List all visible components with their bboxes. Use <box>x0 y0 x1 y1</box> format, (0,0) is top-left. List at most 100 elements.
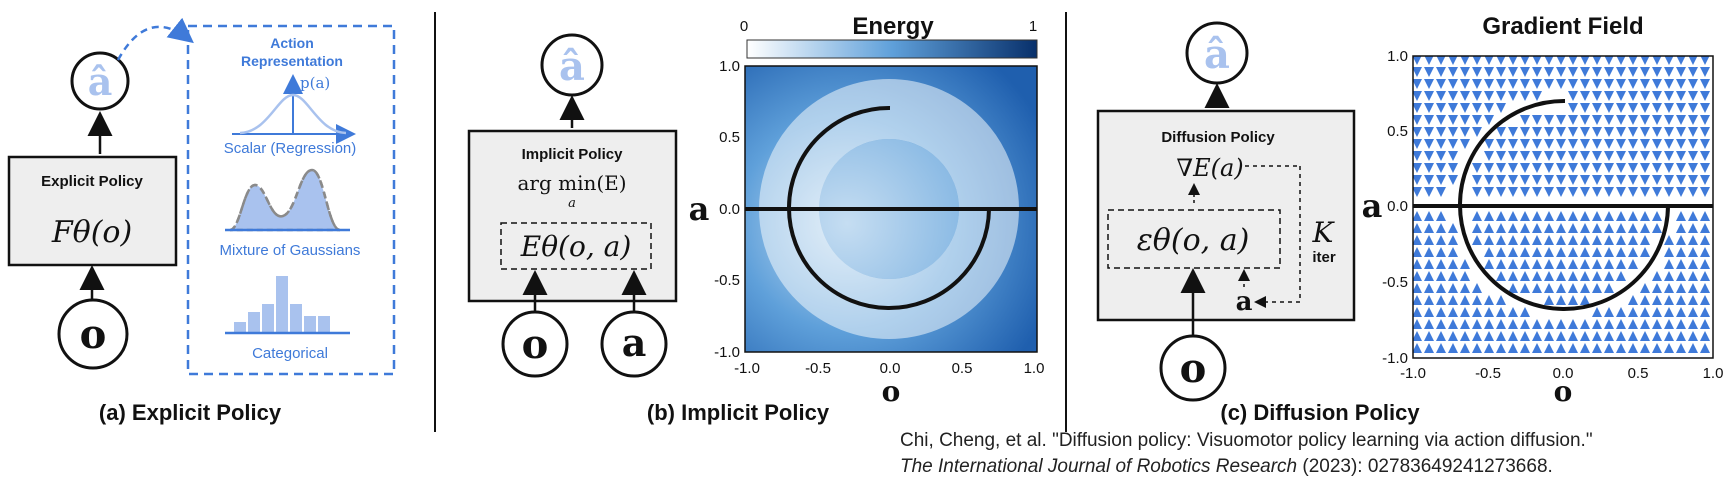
gradient-arrow <box>1604 211 1614 221</box>
gradient-arrow <box>1472 79 1482 89</box>
gradient-arrow <box>1424 211 1434 221</box>
gradient-arrow <box>1413 307 1422 317</box>
scalar-gaussian-curve <box>239 93 347 135</box>
gradient-arrow <box>1413 139 1422 149</box>
gradient-arrow <box>1413 211 1422 221</box>
citation: Chi, Cheng, et al. "Diffusion policy: Vi… <box>900 428 1593 480</box>
gradient-arrow <box>1496 295 1506 305</box>
gradient-arrow <box>1640 79 1650 89</box>
gradient-arrow <box>1616 223 1626 233</box>
cat-bar <box>234 322 246 332</box>
explicit-policy-title: Explicit Policy <box>41 173 143 190</box>
gradient-arrow <box>1640 283 1650 293</box>
gradient-arrow <box>1508 79 1518 89</box>
gradient-arrow <box>1448 295 1458 305</box>
gradient-arrow <box>1676 175 1686 185</box>
gradient-arrow <box>1520 67 1530 77</box>
gradient-arrow <box>1640 115 1650 125</box>
gradient-arrow <box>1496 103 1506 113</box>
gradient-arrow <box>1448 67 1458 77</box>
gradient-arrow <box>1508 307 1518 317</box>
energy-xlabel: o <box>882 375 901 408</box>
gradient-arrow <box>1508 331 1518 341</box>
y-tick: 1.0 <box>1387 48 1408 65</box>
gradient-arrow <box>1628 103 1638 113</box>
gradient-arrow <box>1640 343 1650 353</box>
citation-line-2: The International Journal of Robotics Re… <box>900 454 1593 480</box>
gradient-arrow <box>1688 115 1698 125</box>
gradient-arrow <box>1676 295 1686 305</box>
gradient-arrow <box>1640 295 1650 305</box>
gradient-arrow <box>1544 247 1554 257</box>
gradient-arrow <box>1520 307 1530 317</box>
gradient-arrow <box>1484 91 1494 101</box>
gradient-arrow <box>1520 187 1530 197</box>
gradient-arrow <box>1592 151 1602 161</box>
gradient-arrow <box>1676 259 1686 269</box>
gradient-arrow <box>1413 127 1422 137</box>
gradient-arrow <box>1592 56 1602 65</box>
gradient-arrow <box>1568 223 1578 233</box>
gradient-arrow <box>1580 175 1590 185</box>
gradient-arrow <box>1580 223 1590 233</box>
x-tick: -0.5 <box>1475 365 1501 382</box>
gradient-arrow <box>1568 295 1578 305</box>
gradient-arrow <box>1640 235 1650 245</box>
output-node-a <box>70 51 130 111</box>
gradient-arrow <box>1484 223 1494 233</box>
gradient-arrow <box>1532 163 1542 173</box>
gradient-arrow <box>1436 283 1446 293</box>
gradient-arrow <box>1688 319 1698 329</box>
gradient-arrow <box>1580 67 1590 77</box>
gradient-arrow <box>1628 163 1638 173</box>
action-rep-title-1: Action <box>270 35 314 51</box>
explicit-formula: Fθ(o) <box>51 215 132 250</box>
gradient-x-ticks: -1.0 -0.5 0.0 0.5 1.0 <box>1400 365 1723 382</box>
gradient-arrow <box>1413 331 1422 341</box>
gradient-arrow <box>1592 211 1602 221</box>
gradient-arrow <box>1556 271 1566 281</box>
gradient-arrow <box>1700 283 1710 293</box>
gradient-arrow <box>1640 319 1650 329</box>
y-tick: -1.0 <box>1382 350 1408 367</box>
gradient-arrow <box>1472 223 1482 233</box>
gradient-arrow <box>1592 115 1602 125</box>
gradient-arrow <box>1436 211 1446 221</box>
gradient-arrow <box>1568 79 1578 89</box>
gradient-arrow <box>1700 79 1710 89</box>
gradient-arrow <box>1592 163 1602 173</box>
gradient-arrow <box>1604 151 1614 161</box>
y-tick: -1.0 <box>714 344 740 361</box>
gradient-arrow <box>1664 283 1674 293</box>
implicit-policy-title: Implicit Policy <box>522 146 624 163</box>
gradient-arrow <box>1628 343 1638 353</box>
gradient-arrow <box>1556 331 1566 341</box>
gradient-arrow <box>1568 211 1578 221</box>
gradient-arrow <box>1460 271 1470 281</box>
colorbar-max: 1 <box>1029 18 1037 35</box>
gradient-arrow <box>1628 56 1638 65</box>
gradient-arrow <box>1676 163 1686 173</box>
gradient-arrow <box>1616 187 1626 197</box>
gradient-arrow <box>1616 271 1626 281</box>
x-tick: -0.5 <box>805 360 831 377</box>
gradient-arrow <box>1652 343 1662 353</box>
gradient-arrow <box>1508 151 1518 161</box>
gradient-arrow <box>1652 79 1662 89</box>
gradient-arrow <box>1544 295 1554 305</box>
gradient-arrow <box>1700 163 1710 173</box>
gradient-arrow <box>1628 127 1638 137</box>
argmin-subscript: a <box>568 196 576 211</box>
gradient-arrow <box>1664 115 1674 125</box>
gradient-arrow <box>1520 235 1530 245</box>
gradient-arrow <box>1604 247 1614 257</box>
citation-journal: The International Journal of Robotics Re… <box>900 456 1298 477</box>
gradient-arrow <box>1424 139 1434 149</box>
gradient-arrow <box>1496 127 1506 137</box>
gradient-arrow <box>1508 187 1518 197</box>
gradient-arrow <box>1496 247 1506 257</box>
gradient-arrow <box>1508 91 1518 101</box>
gradient-arrow <box>1592 139 1602 149</box>
gradient-arrow <box>1700 103 1710 113</box>
